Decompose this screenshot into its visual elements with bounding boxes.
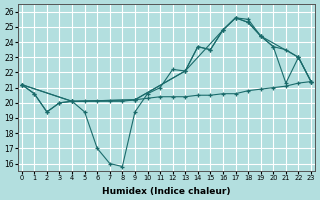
X-axis label: Humidex (Indice chaleur): Humidex (Indice chaleur) [102, 187, 231, 196]
